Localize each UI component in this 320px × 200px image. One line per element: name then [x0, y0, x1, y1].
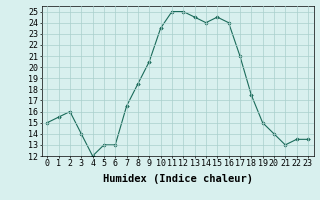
X-axis label: Humidex (Indice chaleur): Humidex (Indice chaleur) — [103, 174, 252, 184]
